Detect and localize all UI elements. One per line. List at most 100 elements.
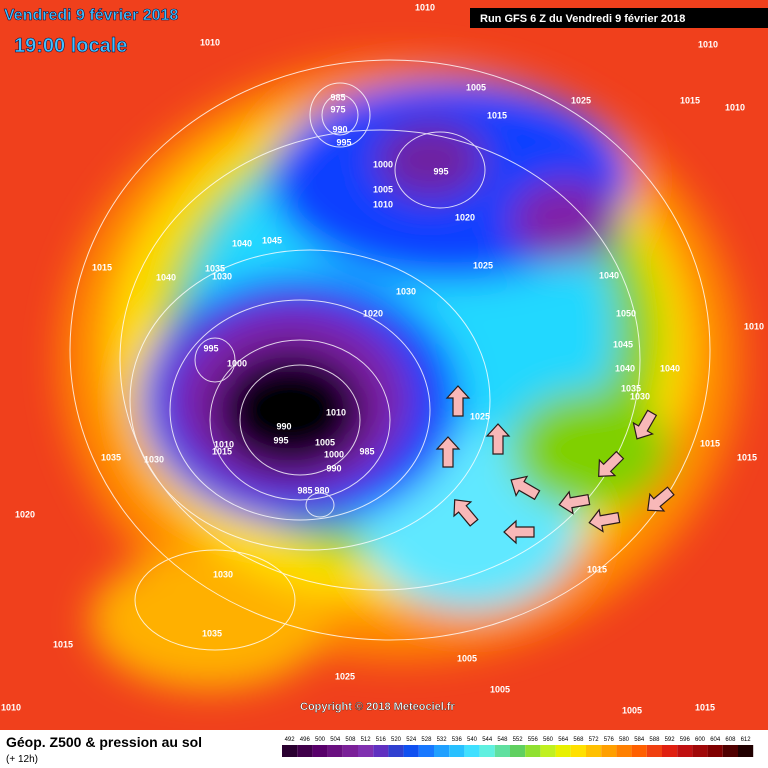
colorbar-label: 556	[528, 737, 539, 743]
colorbar-cell	[616, 745, 632, 757]
isobar-label: 985	[330, 92, 345, 102]
colorbar-label: 604	[710, 737, 721, 743]
isobar-label: 1040	[232, 238, 252, 248]
isobar-label: 995	[336, 137, 351, 147]
isobar-label: 1025	[571, 95, 591, 105]
isobar-label: 1030	[630, 391, 650, 401]
isobar-label: 1005	[315, 437, 335, 447]
isobar-label: 1015	[680, 95, 700, 105]
colorbar-cell	[586, 745, 602, 757]
time: 19:00 locale	[14, 35, 127, 57]
isobar-label: 1020	[455, 212, 475, 222]
isobar-labels: 1010 1010 1010 1010 1015 1025 1005 1015 985 975 99…	[1, 2, 764, 715]
isobar-label: 1035	[621, 383, 641, 393]
colorbar-label: 504	[330, 737, 341, 743]
isobar-label: 1040	[156, 272, 176, 282]
colorbar-cell	[342, 745, 358, 757]
isobar-label: 1010	[725, 102, 745, 112]
colorbar-cell	[403, 745, 419, 757]
colorbar-label: 520	[391, 737, 402, 743]
colorbar-cell	[525, 745, 541, 757]
colorbar-cell	[449, 745, 465, 757]
isobar-label: 1010	[1, 702, 21, 712]
colorbar-cell	[418, 745, 434, 757]
isobar-label: 975	[330, 104, 345, 114]
colorbar-cell	[297, 745, 313, 757]
isobar-label: 1010	[373, 199, 393, 209]
colorbar-cell	[738, 745, 754, 757]
isobar-label: 1045	[613, 339, 633, 349]
colorbar-cell	[692, 745, 708, 757]
isobar-label: 990	[326, 463, 341, 473]
run: Run GFS 6 Z du Vendredi 9 février 2018	[480, 13, 685, 25]
colorbar-cell	[646, 745, 662, 757]
colorbar-label: 572	[589, 737, 600, 743]
isobar-label: 1035	[205, 263, 225, 273]
colorbar-label: 496	[300, 737, 311, 743]
z500-field	[0, 0, 768, 730]
isobar-label: 1040	[660, 363, 680, 373]
colorbar-cell	[510, 745, 526, 757]
isobar-label: 1015	[587, 564, 607, 574]
colorbar-label: 516	[376, 737, 387, 743]
colorbar-cell	[358, 745, 374, 757]
colorbar-cell	[464, 745, 480, 757]
isobar-label: 1040	[599, 270, 619, 280]
isobar-label: 1035	[101, 452, 121, 462]
colorbar-label: 576	[604, 737, 615, 743]
colorbar-label: 512	[361, 737, 372, 743]
isobar-label: 1010	[214, 439, 234, 449]
isobar-label: 1005	[622, 705, 642, 715]
isobar-label: 995	[273, 435, 288, 445]
lead: (+ 12h)	[6, 754, 38, 765]
isobar-label: 1010	[698, 39, 718, 49]
colorbar-label: 508	[345, 737, 356, 743]
isobar-label: 1020	[15, 509, 35, 519]
isobar-label: 1010	[415, 2, 435, 12]
colorbar-label: 552	[513, 737, 524, 743]
colorbar-cell	[434, 745, 450, 757]
colorbar-label: 592	[665, 737, 676, 743]
isobar-label: 1045	[262, 235, 282, 245]
isobar-label: 1010	[744, 321, 764, 331]
colorbar-cell	[373, 745, 389, 757]
isobar-label: 995	[433, 166, 448, 176]
colorbar-cell	[555, 745, 571, 757]
colorbar-cell	[707, 745, 723, 757]
isobar-label: 1025	[335, 671, 355, 681]
colorbar-cell	[312, 745, 328, 757]
isobar-label: 1035	[202, 628, 222, 638]
isobar-label: 1005	[373, 184, 393, 194]
colorbar-label: 600	[695, 737, 706, 743]
isobar-label: 1015	[695, 702, 715, 712]
isobar-label: 995	[203, 343, 218, 353]
isobar-label: 1015	[700, 438, 720, 448]
copyright: Copyright © 2018 Meteociel.fr	[300, 701, 456, 713]
colorbar-cell	[662, 745, 678, 757]
colorbar-label: 544	[482, 737, 493, 743]
colorbar-label: 584	[634, 737, 645, 743]
colorbar-label: 500	[315, 737, 326, 743]
colorbar-label: 612	[741, 737, 752, 743]
isobar-label: 1030	[212, 271, 232, 281]
colorbar-label: 608	[725, 737, 736, 743]
isobar-label: 985	[297, 485, 312, 495]
colorbar-cell	[570, 745, 586, 757]
isobar-label: 980	[314, 485, 329, 495]
colorbar-cell	[601, 745, 617, 757]
isobar-label: 1015	[53, 639, 73, 649]
isobar-label: 1005	[466, 82, 486, 92]
footer-title: Géop. Z500 & pression au sol	[6, 734, 202, 750]
colorbar-label: 492	[285, 737, 296, 743]
colorbar-label: 560	[543, 737, 554, 743]
isobar-label: 1040	[615, 363, 635, 373]
colorbar-cell	[540, 745, 556, 757]
colorbar-label: 548	[497, 737, 508, 743]
colorbar-label: 524	[406, 737, 417, 743]
colorbar-label: 568	[573, 737, 584, 743]
isobar-label: 1005	[457, 653, 477, 663]
colorbar-label: 536	[452, 737, 463, 743]
run-box	[470, 8, 768, 28]
colorbar-cell	[631, 745, 647, 757]
